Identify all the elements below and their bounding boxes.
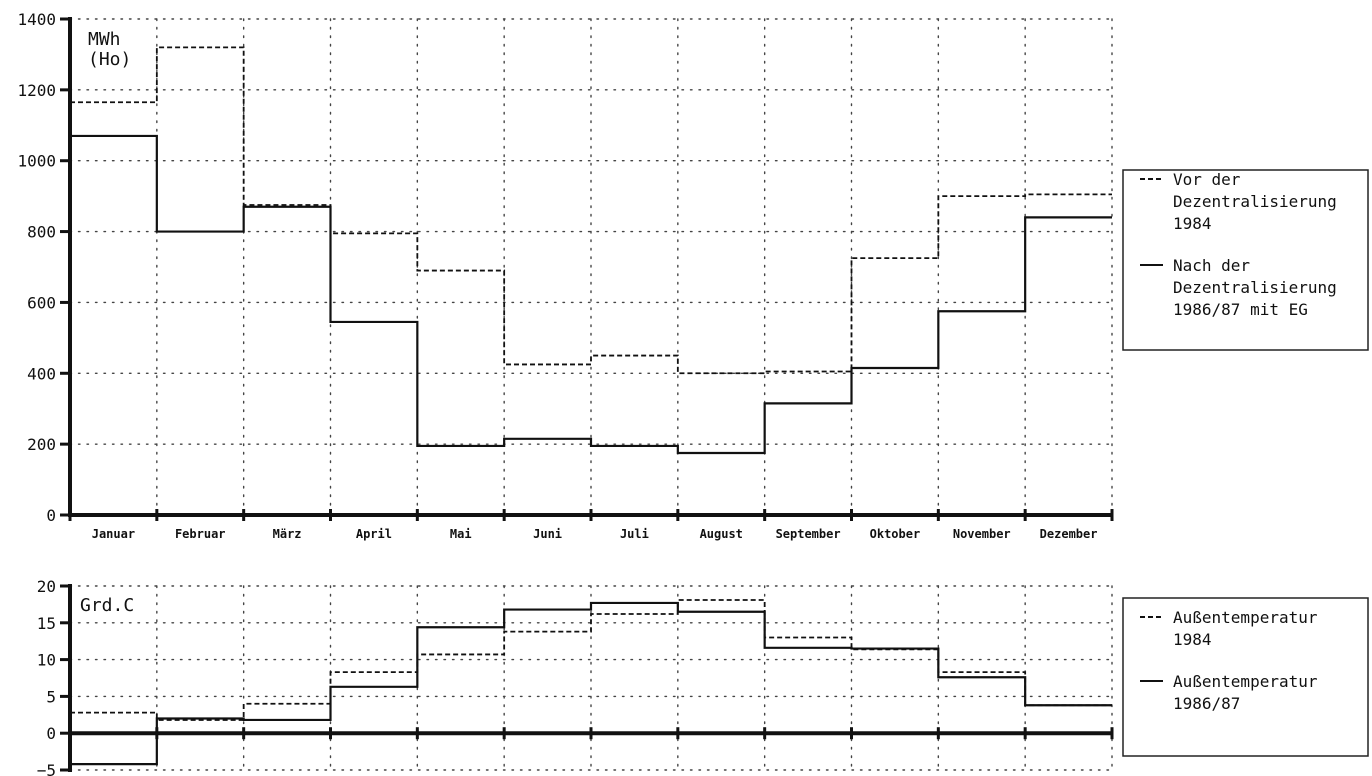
- y-tick-label: 400: [27, 364, 56, 383]
- y-tick-label: −5: [37, 761, 56, 776]
- y-tick-label: 200: [27, 435, 56, 454]
- legend-label: Außentemperatur: [1173, 672, 1318, 691]
- x-tick-label: Januar: [92, 527, 135, 541]
- x-tick-label: Dezember: [1040, 527, 1098, 541]
- x-tick-label: September: [776, 527, 841, 541]
- x-tick-label: Februar: [175, 527, 226, 541]
- x-tick-label: April: [356, 527, 392, 541]
- y-tick-label: 800: [27, 223, 56, 242]
- x-tick-label: März: [273, 527, 302, 541]
- y-tick-label: 20: [37, 577, 56, 596]
- y-tick-label: 10: [37, 651, 56, 670]
- series-line: [70, 601, 1112, 766]
- x-tick-label: August: [700, 527, 743, 541]
- y-tick-label: 15: [37, 614, 56, 633]
- series-line: [70, 46, 1112, 375]
- legend-box: [1122, 597, 1369, 757]
- temperature-chart: −5 0 5 10 15 20 Grd.C Außentemperatur 1984 Außent…: [37, 577, 1369, 776]
- y-axis-label: MWh: [88, 29, 121, 50]
- legend-label: Nach der: [1173, 256, 1250, 275]
- y-tick-label: 600: [27, 293, 56, 312]
- x-tick-label: Juli: [620, 527, 649, 541]
- x-tick-label: Juni: [533, 527, 562, 541]
- energy-chart: 0 200 400 600 800 1000 1200 1400 Januar Februar Mä…: [17, 10, 1369, 541]
- legend-label: 1986/87 mit EG: [1173, 300, 1308, 319]
- legend-label: 1984: [1173, 630, 1212, 649]
- y-tick-label: 1000: [17, 152, 56, 171]
- x-tick-label: Mai: [450, 527, 472, 541]
- y-tick-label: 1400: [17, 10, 56, 29]
- legend-label: Dezentralisierung: [1173, 278, 1337, 297]
- legend-label: Außentemperatur: [1173, 608, 1318, 627]
- x-tick-label: Oktober: [870, 527, 921, 541]
- legend-label: 1984: [1173, 214, 1212, 233]
- legend-label: Vor der: [1173, 170, 1241, 189]
- legend-box: [1122, 169, 1369, 351]
- x-tick-label: November: [953, 527, 1011, 541]
- legend-label: Dezentralisierung: [1173, 192, 1337, 211]
- series-line: [70, 134, 1112, 455]
- y-axis-label: (Ho): [88, 49, 131, 70]
- y-tick-label: 0: [46, 506, 56, 525]
- legend-label: 1986/87: [1173, 694, 1240, 713]
- y-tick-label: 0: [46, 724, 56, 743]
- y-tick-label: 5: [46, 687, 56, 706]
- y-tick-label: 1200: [17, 81, 56, 100]
- y-axis-label: Grd.C: [80, 595, 134, 616]
